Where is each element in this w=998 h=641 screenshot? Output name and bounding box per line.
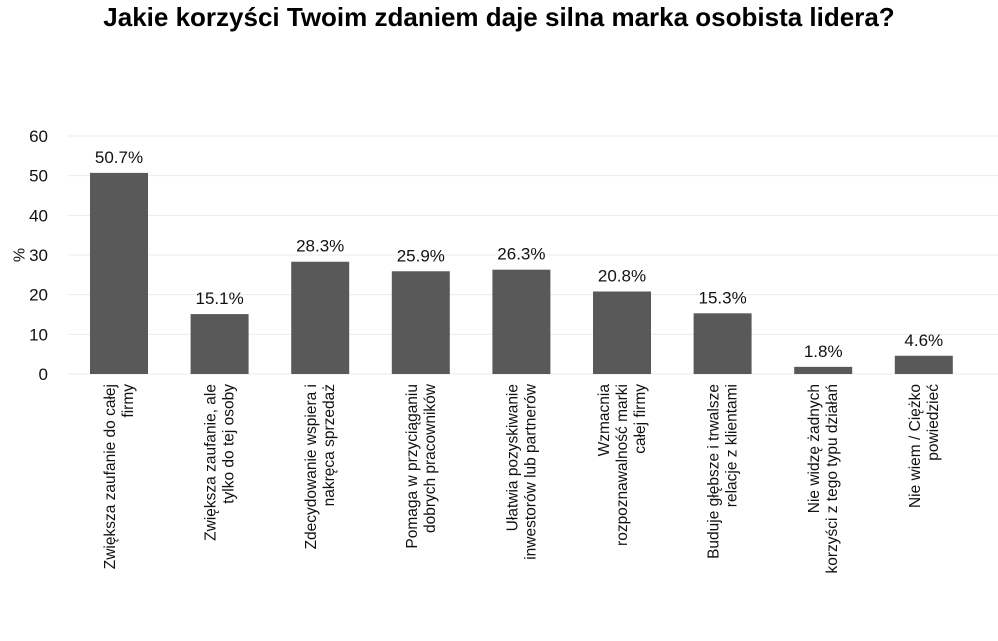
data-label: 15.1% [195,289,243,308]
data-label: 20.8% [598,266,646,285]
data-label: 50.7% [95,148,143,167]
x-tick-label: Nie wiem / Ciężkopowiedzieć [907,384,942,508]
bar [894,355,953,374]
x-tick-label: Nie widzę żadnychkorzyści z tego typu dz… [806,384,841,574]
data-label: 1.8% [804,342,843,361]
bar [794,366,853,374]
data-label: 15.3% [698,288,746,307]
bar [190,314,249,374]
bar [492,269,551,374]
y-tick-label: 0 [39,365,48,384]
data-label: 25.9% [397,246,445,265]
x-tick-label: Buduje głębsze i trwalszerelacje z klien… [706,384,741,559]
bar [593,291,651,374]
data-label: 26.3% [497,245,545,264]
bar [391,271,450,374]
y-tick-label: 30 [29,246,48,265]
data-label: 4.6% [904,331,943,350]
x-tick-label: Ułatwia pozyskiwanieinwestorów lub partn… [504,383,539,560]
bar [291,261,350,374]
x-tick-label: Zwiększa zaufanie, aletylko do tej osoby [203,384,238,541]
y-tick-label: 50 [29,167,48,186]
y-axis-ticks: 0 10 20 30 40 50 60 [29,127,48,384]
y-axis-label: % [12,248,29,262]
data-label: 28.3% [296,237,344,256]
y-tick-label: 40 [29,206,48,225]
x-tick-label: Zdecydowanie wspiera inakręca sprzedaż [303,384,338,549]
x-tick-label: Wzmacniarozpoznawalność markicałej firmy [596,384,649,546]
x-tick-label: Zwiększa zaufanie do całejfirmy [102,384,137,569]
bar [90,172,148,374]
y-tick-label: 20 [29,286,48,305]
bar [693,313,752,374]
y-tick-label: 60 [29,127,48,146]
x-tick-label: Pomaga w przyciąganiudobrych pracowników [404,383,439,548]
x-axis-category-labels: Zwiększa zaufanie do całejfirmy Zwiększa … [102,383,942,573]
value-labels: 50.7% 15.1% 28.3% 25.9% 26.3% 20.8% 15.3% 1.8% 4… [95,148,943,361]
bars [90,172,953,374]
chart-title: Jakie korzyści Twoim zdaniem daje silna … [103,2,895,32]
y-tick-label: 10 [29,325,48,344]
